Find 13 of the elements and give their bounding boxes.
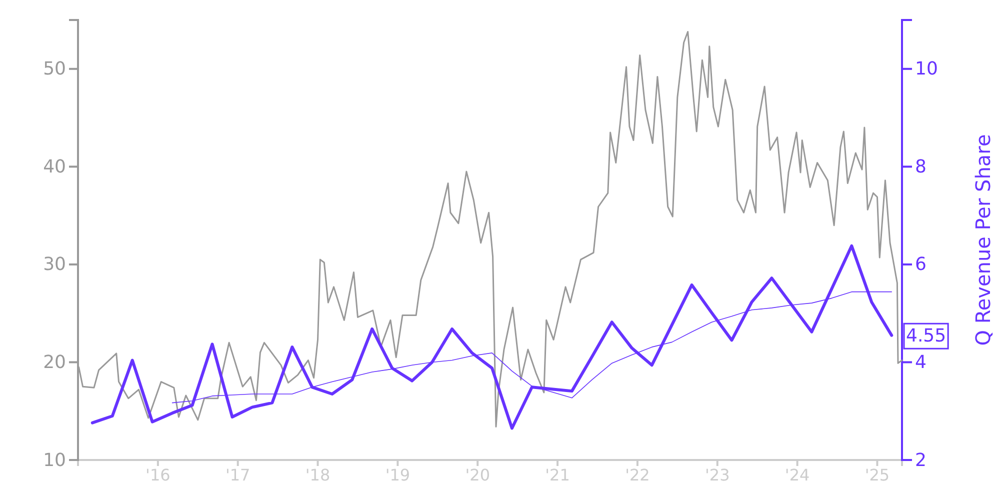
- y2-tick-label: 8: [915, 156, 926, 178]
- y2-axis-title: Q Revenue Per Share: [971, 134, 995, 346]
- y-tick-label: 10: [43, 450, 66, 471]
- line-series: [90, 244, 894, 430]
- y-tick-label: 50: [43, 58, 66, 80]
- y-tick-label: 40: [43, 156, 66, 178]
- y2-tick-label: 4: [915, 352, 926, 373]
- text: 4.55: [906, 326, 946, 347]
- y2-tick-label: 6: [915, 254, 926, 276]
- y2-tick-label: 2: [915, 450, 926, 471]
- y-tick-label: 30: [43, 254, 66, 276]
- y-tick-label: 20: [43, 352, 66, 373]
- y2-tick-label: 10: [915, 58, 938, 80]
